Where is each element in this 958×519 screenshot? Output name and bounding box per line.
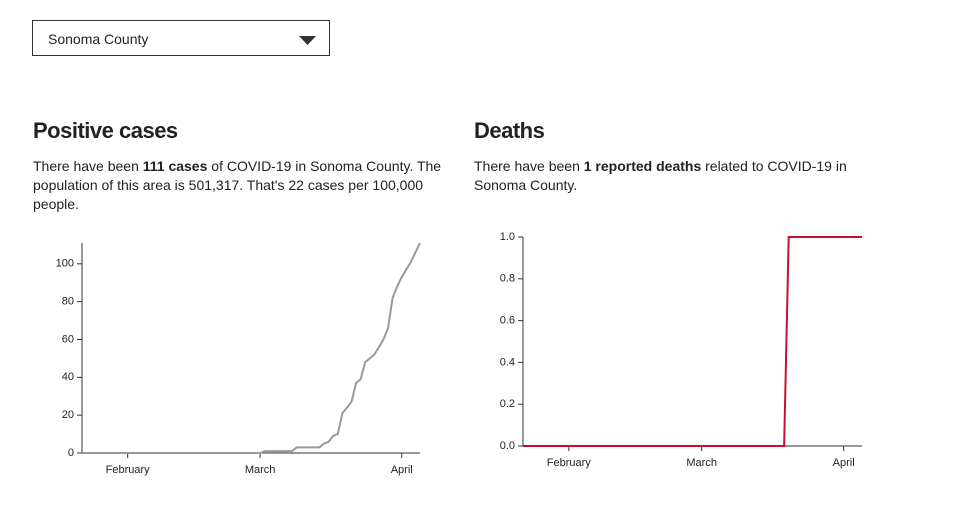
- text: There have been: [474, 158, 584, 174]
- text-bold: 111 cases: [142, 158, 208, 174]
- y-tick-label: 0.8: [500, 273, 515, 285]
- y-tick-label: 0.4: [500, 356, 515, 368]
- x-tick-label: April: [391, 464, 413, 476]
- deaths-title: Deaths: [474, 118, 545, 143]
- x-tick-label: March: [245, 464, 276, 476]
- text: There have been: [33, 158, 143, 174]
- cases-title: Positive cases: [33, 118, 178, 143]
- y-tick-label: 0.2: [500, 398, 515, 410]
- data-line: [523, 236, 862, 447]
- y-tick-label: 20: [62, 409, 74, 421]
- text: of COVID-19 in Sonoma County. The popula…: [33, 158, 442, 212]
- y-tick-label: 0: [68, 447, 74, 459]
- y-tick-label: 0.0: [500, 440, 515, 452]
- dropdown-value: Sonoma County: [48, 31, 149, 47]
- y-tick-label: 0.6: [500, 315, 515, 327]
- x-tick-label: March: [686, 457, 717, 469]
- deaths-text: There have been 1 reported deaths relate…: [474, 157, 889, 195]
- x-tick-label: February: [106, 464, 151, 476]
- x-tick-label: April: [833, 457, 855, 469]
- y-tick-label: 80: [62, 296, 74, 308]
- text: related to COVID-19 in Sonoma County.: [474, 158, 847, 193]
- y-tick-label: 60: [62, 333, 74, 345]
- text-bold: 1 reported deaths: [583, 158, 702, 174]
- x-tick-label: February: [547, 457, 592, 469]
- y-tick-label: 40: [62, 371, 74, 383]
- y-tick-label: 100: [56, 258, 74, 270]
- county-dropdown[interactable]: Sonoma County: [32, 20, 330, 56]
- cases-text: There have been 111 cases of COVID-19 in…: [33, 157, 448, 214]
- data-line: [82, 242, 421, 454]
- y-tick-label: 1.0: [500, 231, 515, 243]
- dropdown-arrow: [299, 36, 316, 45]
